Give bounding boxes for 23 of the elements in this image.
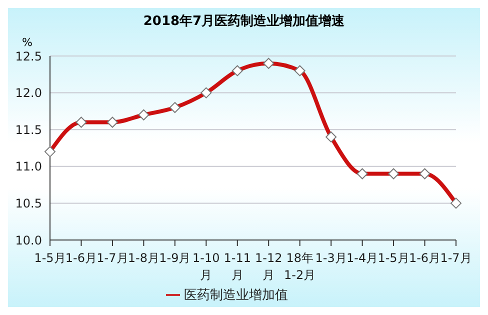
x-tick-label: 1-12月	[255, 251, 282, 282]
chart-title: 2018年7月医药制造业增加值增速	[142, 13, 346, 30]
x-tick-label: 18年1-2月	[284, 251, 316, 282]
x-tick-label: 1-8月	[128, 251, 160, 265]
y-tick-label: 12.0	[15, 86, 42, 100]
x-tick-label: 1-4月	[346, 251, 378, 265]
y-tick-label: 10.5	[15, 196, 42, 210]
y-axis-title: %	[22, 36, 32, 49]
x-tick-label: 1-6月	[408, 251, 441, 265]
legend-label: 医药制造业增加值	[184, 288, 288, 303]
x-tick-label: 1-10月	[192, 251, 220, 282]
x-tick-label: 1-11月	[224, 251, 251, 282]
y-tick-label: 11.0	[15, 160, 42, 174]
x-tick-label: 1-7月	[440, 251, 472, 265]
x-tick-label: 1-9月	[159, 251, 191, 265]
x-tick-label: 1-7月	[96, 251, 128, 265]
y-tick-label: 12.5	[15, 49, 42, 64]
x-tick-label: 1-5月	[34, 251, 66, 265]
x-tick-label: 1-5月	[378, 251, 410, 265]
y-tick-label: 10.0	[15, 233, 42, 248]
y-tick-label: 11.5	[15, 122, 42, 137]
x-tick-label: 1-6月	[65, 251, 98, 265]
x-tick-label: 1-3月	[315, 251, 347, 265]
